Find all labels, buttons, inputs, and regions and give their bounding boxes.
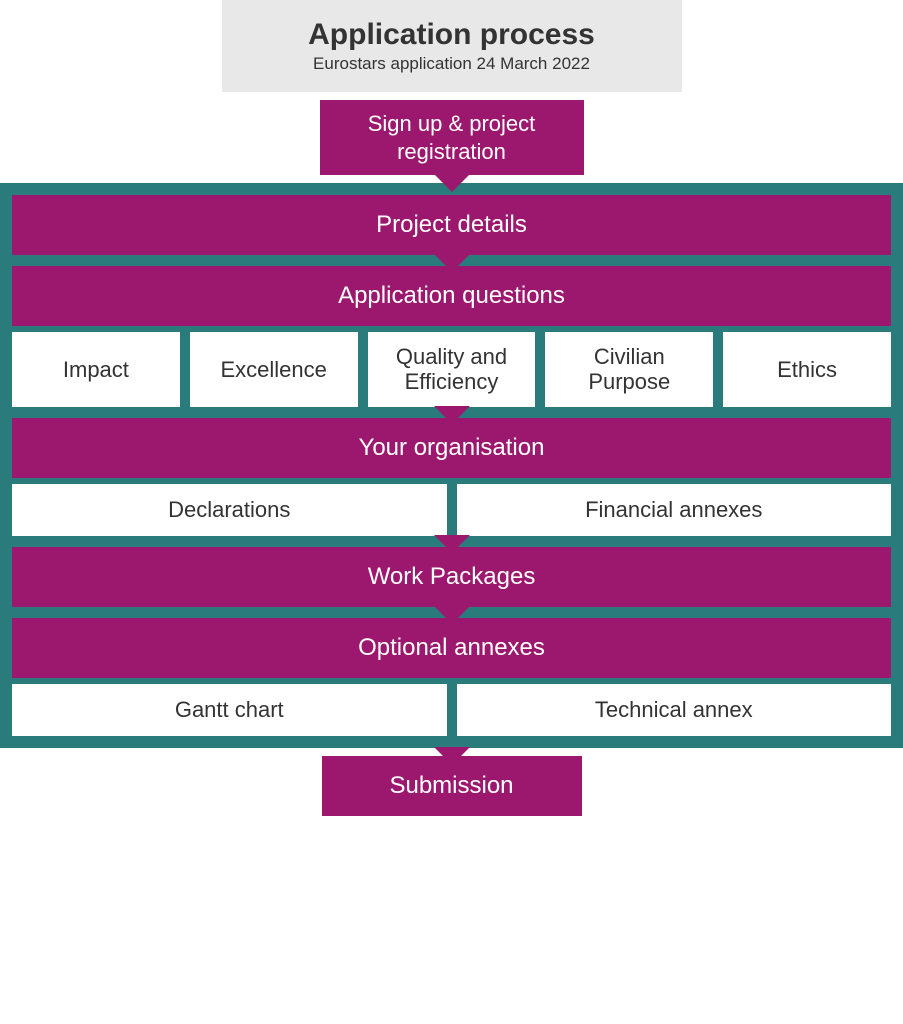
page-title: Application process (242, 18, 662, 52)
arrow-down-icon (434, 747, 470, 765)
step-work-packages: Work Packages (12, 547, 891, 607)
arrow-down-icon (434, 406, 470, 424)
step-optional-annexes: Optional annexes (12, 618, 891, 678)
step-submission: Submission (322, 756, 582, 816)
your-organisation-items: Declarations Financial annexes (12, 484, 891, 536)
annex-item-gantt: Gantt chart (12, 684, 447, 736)
aq-item-civilian: Civilian Purpose (545, 332, 713, 407)
org-item-declarations: Declarations (12, 484, 447, 536)
step-application-questions: Application questions (12, 266, 891, 326)
step-project-details: Project details (12, 195, 891, 255)
arrow-down-icon (434, 606, 470, 624)
arrow-down-icon (434, 174, 470, 192)
optional-annexes-items: Gantt chart Technical annex (12, 684, 891, 736)
page-subtitle: Eurostars application 24 March 2022 (242, 54, 662, 74)
step-your-organisation: Your organisation (12, 418, 891, 478)
arrow-down-icon (434, 535, 470, 553)
aq-item-impact: Impact (12, 332, 180, 407)
aq-item-quality: Quality and Efficiency (368, 332, 536, 407)
annex-item-technical: Technical annex (457, 684, 892, 736)
arrow-down-icon (434, 254, 470, 272)
aq-item-excellence: Excellence (190, 332, 358, 407)
aq-item-ethics: Ethics (723, 332, 891, 407)
header-box: Application process Eurostars applicatio… (222, 0, 682, 92)
org-item-financial: Financial annexes (457, 484, 892, 536)
step-signup: Sign up & project registration (320, 100, 584, 175)
application-questions-items: Impact Excellence Quality and Efficiency… (12, 332, 891, 407)
process-panel: Project details Application questions Im… (0, 183, 903, 748)
